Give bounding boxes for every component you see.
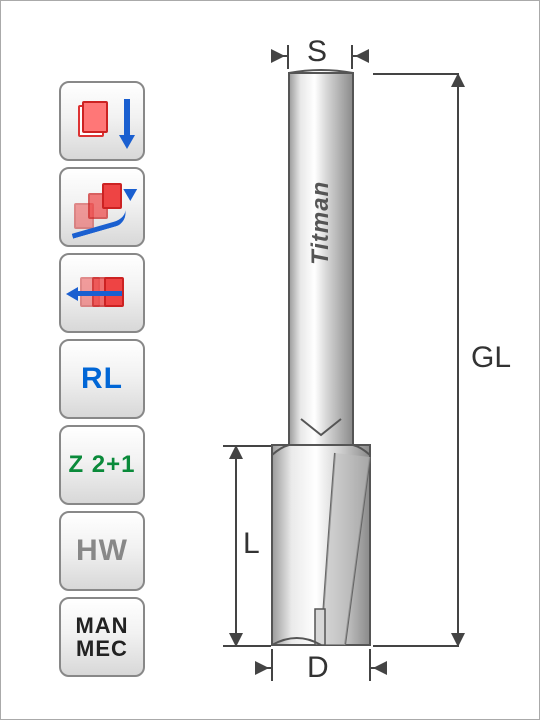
- icon-text-man: MAN MEC: [75, 614, 128, 660]
- icon-text-hw: HW: [76, 534, 128, 568]
- tool-diagram: S GL L D: [201, 21, 531, 701]
- router-bit-illustration: [271, 69, 391, 649]
- icon-column: RL Z 2+1 HW MAN MEC: [59, 81, 145, 683]
- dim-d-label: D: [307, 651, 329, 685]
- icon-text-rl: RL: [81, 362, 123, 396]
- icon-ramp: [59, 167, 145, 247]
- dim-gl-label: GL: [471, 341, 511, 375]
- icon-text-z: Z 2+1: [68, 451, 135, 479]
- dim-l-label: L: [243, 527, 260, 561]
- icon-flutes-z: Z 2+1: [59, 425, 145, 505]
- man-line1: MAN: [75, 614, 128, 637]
- icon-plunge: [59, 81, 145, 161]
- brand-text: Titman: [307, 181, 335, 265]
- icon-lateral: [59, 253, 145, 333]
- icon-rotation-rl: RL: [59, 339, 145, 419]
- icon-feed-manmec: MAN MEC: [59, 597, 145, 677]
- dim-s-label: S: [307, 35, 327, 69]
- icon-material-hw: HW: [59, 511, 145, 591]
- man-line2: MEC: [75, 637, 128, 660]
